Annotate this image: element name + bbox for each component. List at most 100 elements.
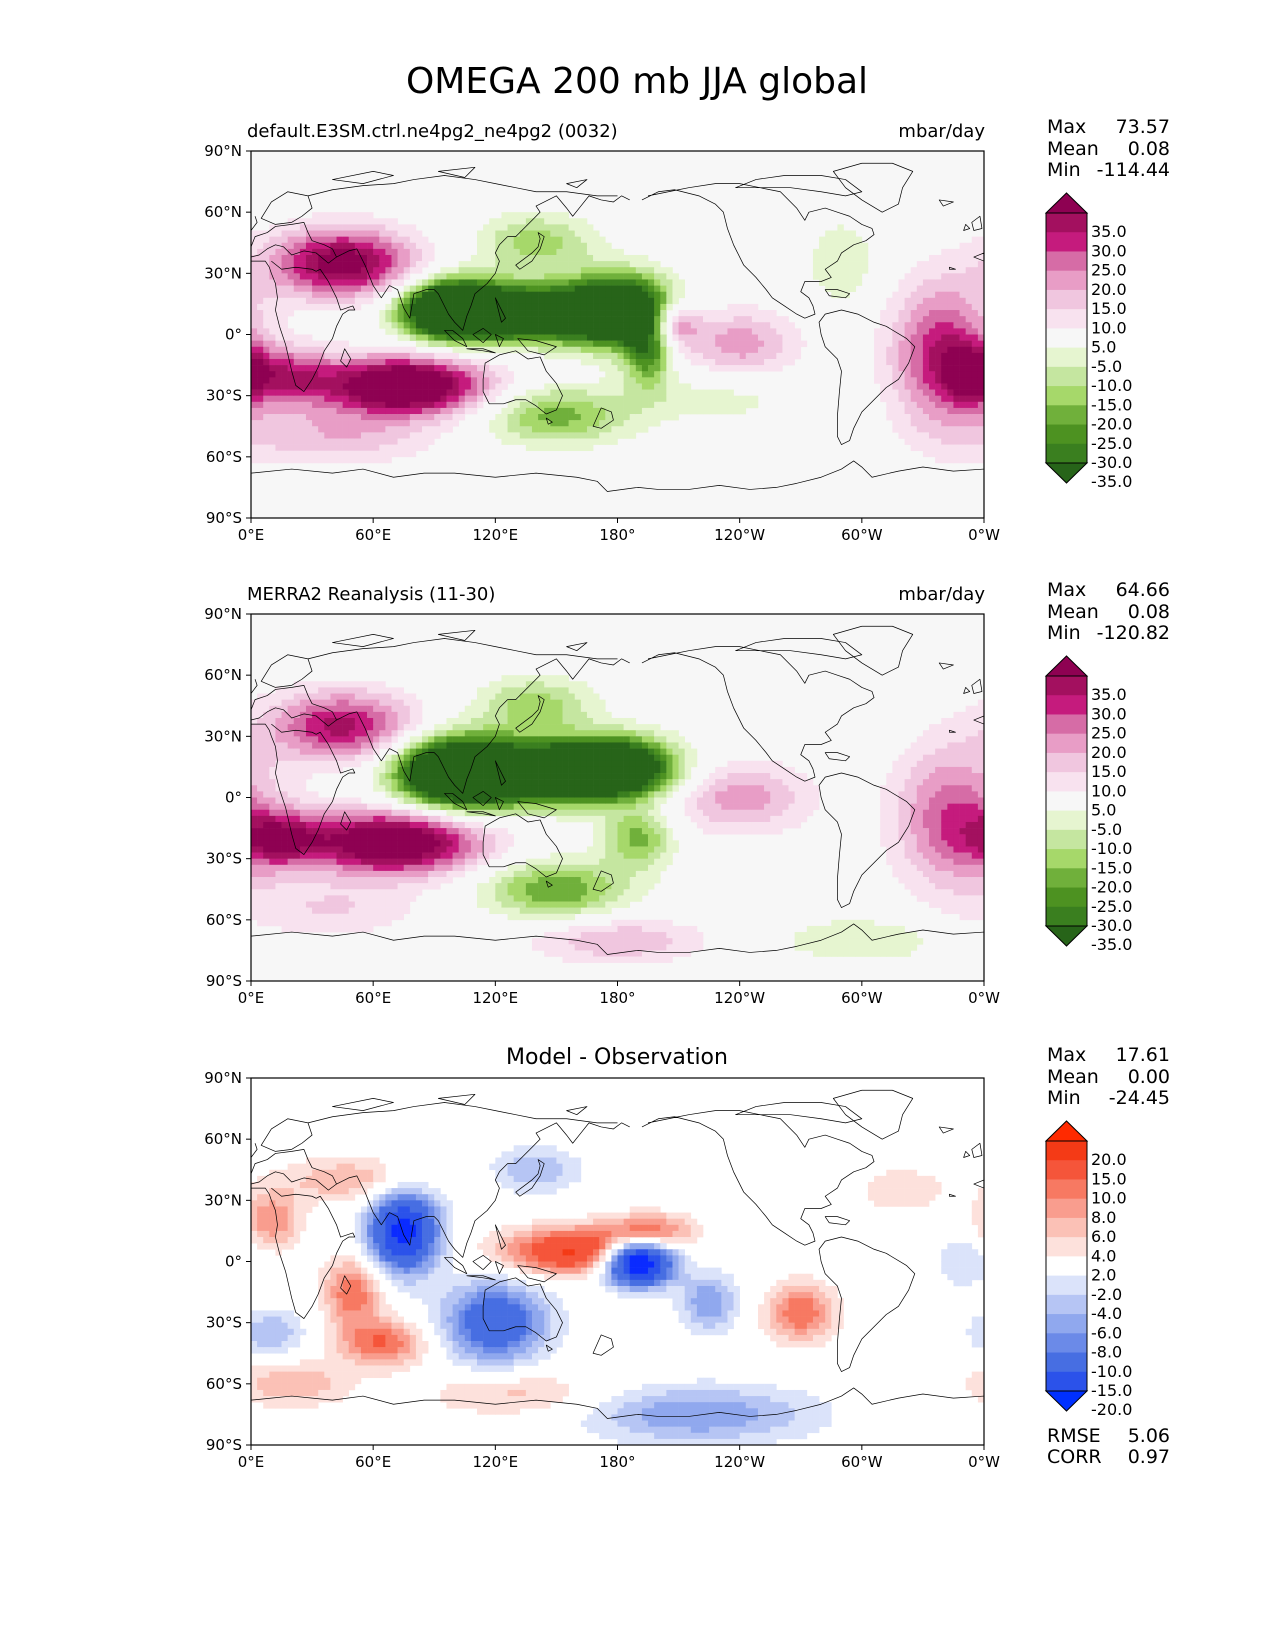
contour-cell — [483, 303, 490, 311]
contour-cell — [287, 748, 295, 755]
contour-cell — [904, 432, 912, 439]
contour-cell — [422, 858, 429, 866]
contour-cell — [336, 705, 343, 713]
contour-cell — [440, 395, 447, 403]
contour-cell — [318, 438, 325, 445]
contour-cell — [531, 803, 539, 811]
contour-cell — [684, 383, 692, 390]
contour-cell — [470, 322, 478, 329]
contour-cell — [483, 254, 490, 262]
contour-cell — [354, 858, 362, 866]
contour-cell — [770, 346, 777, 354]
contour-cell — [299, 889, 307, 896]
contour-cell — [312, 681, 319, 688]
contour-cell — [348, 760, 356, 768]
contour-cell — [501, 254, 508, 262]
contour-cell — [843, 236, 850, 244]
contour-cell — [635, 303, 643, 311]
contour-cell — [446, 754, 453, 762]
contour-cell — [483, 803, 490, 811]
contour-cell — [660, 395, 667, 403]
contour-cell — [281, 432, 288, 439]
contour-cell — [593, 291, 600, 299]
contour-cell — [373, 705, 380, 713]
contour-cell — [605, 279, 612, 286]
contour-cell — [629, 254, 637, 262]
contour-cell — [397, 864, 405, 872]
contour-cell — [397, 858, 405, 866]
contour-cell — [886, 395, 893, 403]
contour-cell — [354, 803, 362, 811]
contour-cell — [531, 328, 539, 335]
contour-cell — [550, 303, 557, 311]
contour-cell — [434, 407, 441, 415]
contour-cell — [709, 310, 716, 317]
contour-cell — [293, 913, 301, 921]
contour-cell — [391, 687, 398, 694]
contour-cell — [483, 785, 490, 792]
lat-tick-label: 60°S — [206, 448, 242, 466]
contour-cell — [629, 303, 637, 311]
contour-cell — [354, 809, 362, 817]
contour-cell — [403, 901, 411, 908]
contour-cell — [440, 322, 447, 329]
contour-cell — [379, 414, 386, 421]
contour-cell — [977, 438, 984, 445]
contour-cell — [544, 444, 551, 452]
contour-cell — [275, 273, 282, 280]
contour-cell — [385, 328, 392, 335]
contour-cell — [385, 877, 392, 884]
contour-cell — [379, 913, 386, 921]
contour-cell — [409, 779, 417, 786]
contour-cell — [696, 322, 704, 329]
contour-cell — [941, 285, 948, 292]
contour-cell — [672, 285, 679, 292]
contour-cell — [299, 254, 307, 262]
contour-cell — [440, 785, 447, 792]
contour-cell — [367, 291, 374, 299]
contour-cell — [611, 358, 618, 366]
contour-cell — [342, 821, 350, 829]
contour-cell — [788, 322, 795, 329]
contour-cell — [935, 414, 942, 421]
contour-cell — [684, 334, 692, 341]
contour-cell — [434, 815, 441, 823]
contour-cell — [422, 358, 429, 366]
contour-cell — [342, 693, 350, 700]
contour-cell — [715, 407, 722, 415]
contour-cell — [434, 870, 441, 878]
contour-cell — [305, 858, 313, 866]
contour-cell — [324, 438, 331, 445]
contour-cell — [251, 420, 258, 427]
contour-cell — [385, 717, 392, 725]
contour-cell — [403, 760, 411, 768]
contour-cell — [538, 254, 545, 262]
contour-cell — [342, 352, 350, 360]
contour-cell — [440, 383, 447, 390]
contour-cell — [269, 864, 276, 872]
contour-cell — [415, 432, 423, 439]
contour-cell — [275, 809, 282, 817]
contour-cell — [641, 407, 649, 415]
contour-cell — [458, 717, 466, 725]
contour-cell — [611, 248, 618, 256]
contour-cell — [757, 328, 765, 335]
contour-cell — [654, 383, 661, 390]
contour-cell — [324, 224, 331, 231]
contour-cell — [935, 285, 942, 292]
contour-cell — [324, 870, 331, 878]
contour-cell — [422, 322, 429, 329]
contour-cell — [635, 334, 643, 341]
contour-cell — [941, 322, 948, 329]
contour-cell — [269, 420, 276, 427]
contour-cell — [287, 877, 295, 884]
contour-cell — [544, 693, 551, 700]
contour-cell — [519, 754, 527, 762]
contour-cell — [354, 426, 362, 433]
colorbar-label: 35.0 — [1091, 222, 1127, 241]
contour-cell — [360, 438, 368, 445]
contour-cell — [434, 834, 441, 841]
contour-cell — [458, 834, 466, 841]
contour-cell — [275, 736, 282, 743]
